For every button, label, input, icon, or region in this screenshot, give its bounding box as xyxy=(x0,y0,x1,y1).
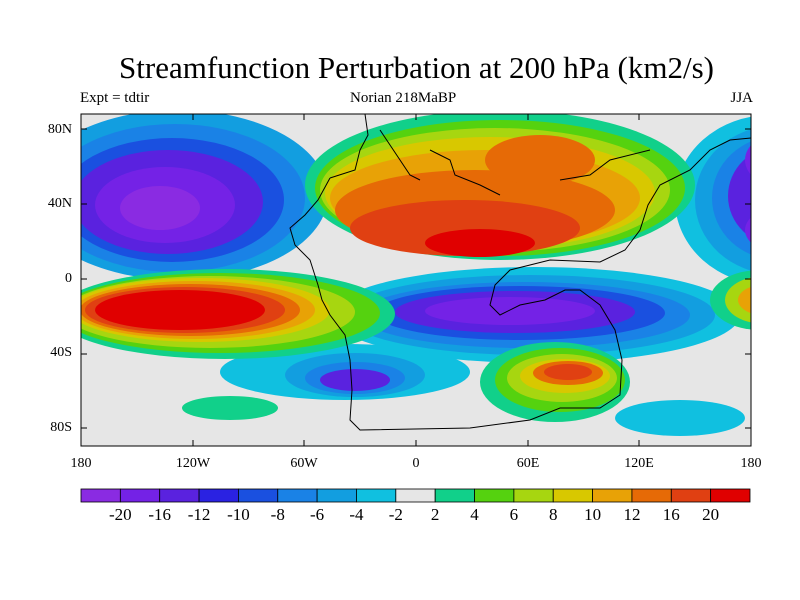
map-title: Streamfunction Perturbation at 200 hPa (… xyxy=(119,50,714,85)
colorbar-label: -20 xyxy=(109,505,132,524)
coastlines xyxy=(289,114,751,431)
colorbar-label: 4 xyxy=(470,505,479,524)
lat-tick-0: 0 xyxy=(65,271,72,286)
contour-fields xyxy=(81,114,751,436)
colorbar-label: -16 xyxy=(148,505,172,524)
colorbar-swatch xyxy=(552,488,593,503)
lon-tick-0: 0 xyxy=(412,456,420,471)
colorbar-swatch xyxy=(356,488,397,503)
east-edge-high xyxy=(710,270,751,330)
north-pacific-east-low xyxy=(675,116,751,284)
period-label: Norian 218MaBP xyxy=(350,90,457,106)
lon-tick-120w: 120W xyxy=(175,456,211,471)
lon-tick-120e: 120E xyxy=(624,456,654,471)
axis-ticks xyxy=(81,114,751,446)
colorbar-label: -8 xyxy=(270,505,285,524)
colorbar-swatch xyxy=(670,488,712,503)
season-label: JJA xyxy=(730,90,753,106)
colorbar-swatch xyxy=(316,488,357,503)
colorbar-label: 10 xyxy=(584,505,602,524)
south-low-band xyxy=(330,267,740,363)
northern-high xyxy=(305,114,695,260)
lat-tick-80n: 80N xyxy=(47,122,72,137)
colorbar-label: 8 xyxy=(548,505,558,524)
colorbar-label: 6 xyxy=(509,505,519,524)
south-pacific-high xyxy=(81,269,395,359)
experiment-label: Expt = tdtir xyxy=(80,90,150,106)
lon-tick-60e: 60E xyxy=(516,456,540,471)
lat-tick-40s: 40S xyxy=(50,345,72,360)
colorbar-swatch xyxy=(631,488,672,503)
colorbar-swatch xyxy=(277,488,318,503)
indian-ocean-high xyxy=(480,342,630,422)
colorbar-swatch xyxy=(710,488,751,503)
north-pacific-low xyxy=(81,114,328,280)
lat-tick-80s: 80S xyxy=(50,420,72,435)
colorbar-swatch xyxy=(474,488,515,503)
colorbar-swatch xyxy=(513,488,554,503)
colorbar-swatch xyxy=(119,488,161,503)
colorbar-swatch xyxy=(592,488,633,503)
colorbar-label: 12 xyxy=(623,505,641,524)
colorbar-label: 2 xyxy=(430,505,440,524)
colorbar-swatch xyxy=(80,488,121,503)
lon-tick-60w: 60W xyxy=(290,456,318,471)
colorbar-swatch xyxy=(159,488,200,503)
colorbar-swatch xyxy=(395,488,436,503)
colorbar-swatch xyxy=(434,488,475,503)
colorbar-label: -4 xyxy=(349,505,364,524)
colorbar-label: 16 xyxy=(662,505,680,524)
southern-ocean-low xyxy=(615,400,745,436)
colorbar-swatch xyxy=(198,488,239,503)
colorbar-label: -10 xyxy=(227,505,250,524)
colorbar-label: -12 xyxy=(187,505,211,524)
lon-tick-180e: 180 xyxy=(740,456,762,471)
colorbar-label: 20 xyxy=(702,505,720,524)
lon-tick-180w: 180 xyxy=(70,456,92,471)
colorbar-label: -2 xyxy=(388,505,403,524)
southern-high-patch xyxy=(182,396,278,420)
colorbar-label: -6 xyxy=(310,505,325,524)
colorbar xyxy=(80,488,751,503)
south-atlantic-low xyxy=(220,344,470,400)
lat-tick-40n: 40N xyxy=(47,196,72,211)
colorbar-swatch xyxy=(238,488,279,503)
